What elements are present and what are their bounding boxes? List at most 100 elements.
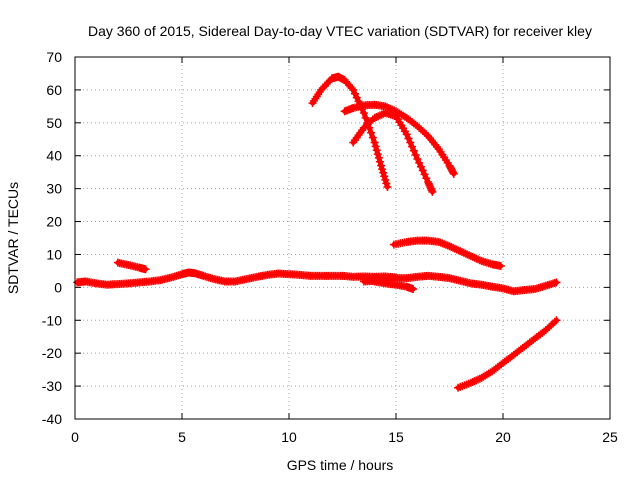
y-tick-label: -40 xyxy=(42,411,62,427)
data-point xyxy=(370,138,379,147)
data-point xyxy=(466,252,475,261)
x-axis-label: GPS time / hours xyxy=(287,457,394,473)
data-point xyxy=(416,162,425,171)
data-point xyxy=(474,255,483,264)
series-arc-peak-53 xyxy=(349,108,437,196)
plot-frame xyxy=(74,56,611,420)
data-point xyxy=(141,265,150,274)
data-point xyxy=(382,179,391,188)
data-point xyxy=(457,247,466,256)
x-tick-label: 5 xyxy=(178,429,186,445)
series-arc-peak-64 xyxy=(308,72,392,191)
data-point xyxy=(449,243,458,252)
data-point xyxy=(374,153,383,162)
data-series xyxy=(73,72,561,392)
data-point xyxy=(372,146,381,155)
series-short-track-2h xyxy=(113,258,150,274)
data-point xyxy=(474,375,483,384)
data-point xyxy=(373,150,382,159)
data-point xyxy=(470,253,479,262)
data-point xyxy=(418,166,427,175)
x-tick-label: 25 xyxy=(602,429,618,445)
x-tick-label: 20 xyxy=(495,429,511,445)
data-point xyxy=(361,113,370,122)
data-point xyxy=(449,169,458,178)
data-point xyxy=(347,84,356,93)
data-point xyxy=(372,113,381,122)
y-axis-label: SDTVAR / TECUs xyxy=(5,182,21,294)
data-point xyxy=(468,377,477,386)
data-point xyxy=(367,128,376,137)
series-hump-track-15-20h xyxy=(389,236,505,270)
data-point xyxy=(368,133,377,142)
data-point xyxy=(378,165,387,174)
y-tick-label: 60 xyxy=(46,82,62,98)
data-point xyxy=(409,146,418,155)
data-point xyxy=(370,113,379,122)
y-tick-label: 30 xyxy=(46,181,62,197)
y-tick-label: 0 xyxy=(54,279,62,295)
data-point xyxy=(465,251,474,260)
data-point xyxy=(459,248,468,257)
data-point xyxy=(404,134,413,143)
data-point xyxy=(377,110,386,119)
data-point xyxy=(550,317,559,326)
data-point xyxy=(445,242,454,251)
series-arc-peak-55 xyxy=(340,100,458,178)
data-point xyxy=(359,108,368,117)
data-point xyxy=(408,142,417,151)
data-point xyxy=(375,111,384,120)
data-point xyxy=(379,168,388,177)
y-tick-label: -20 xyxy=(42,345,62,361)
data-point xyxy=(463,250,472,259)
data-point xyxy=(461,249,470,258)
data-point xyxy=(428,187,437,196)
data-point xyxy=(422,174,431,183)
data-point xyxy=(380,172,389,181)
data-point xyxy=(377,161,386,170)
data-point xyxy=(466,378,475,387)
y-tick-label: 40 xyxy=(46,148,62,164)
chart-title: Day 360 of 2015, Sidereal Day-to-day VTE… xyxy=(88,23,592,39)
series-dip-track-15h xyxy=(359,275,418,294)
data-point xyxy=(475,256,484,265)
x-tick-label: 0 xyxy=(71,429,79,445)
data-point xyxy=(472,376,481,385)
y-tick-label: 20 xyxy=(46,214,62,230)
data-point xyxy=(452,245,461,254)
data-point xyxy=(374,112,383,121)
data-point xyxy=(409,285,418,294)
data-point xyxy=(411,150,420,159)
data-point xyxy=(422,130,431,139)
y-tick-label: 10 xyxy=(46,246,62,262)
y-tick-label: 70 xyxy=(46,49,62,65)
y-tick-label: 50 xyxy=(46,115,62,131)
x-tick-label: 15 xyxy=(388,429,404,445)
y-tick-label: -30 xyxy=(42,378,62,394)
data-point xyxy=(413,155,422,164)
data-point xyxy=(447,243,456,252)
data-point xyxy=(383,182,392,191)
data-point xyxy=(375,157,384,166)
data-point xyxy=(349,85,358,94)
series-rising-track-18-22h xyxy=(454,316,561,392)
data-point xyxy=(552,316,561,325)
data-point xyxy=(470,377,479,386)
series-baseline-track xyxy=(73,268,400,289)
data-point xyxy=(371,142,380,151)
data-point xyxy=(415,158,424,167)
data-point xyxy=(450,244,459,253)
data-point xyxy=(350,89,359,98)
x-tick-label: 10 xyxy=(281,429,297,445)
data-point xyxy=(402,130,411,139)
data-point xyxy=(406,138,415,147)
data-point xyxy=(468,252,477,261)
data-point xyxy=(456,247,465,256)
data-point xyxy=(552,278,561,287)
data-point xyxy=(381,175,390,184)
y-tick-label: -10 xyxy=(42,312,62,328)
data-point xyxy=(472,254,481,263)
data-point xyxy=(454,246,463,255)
